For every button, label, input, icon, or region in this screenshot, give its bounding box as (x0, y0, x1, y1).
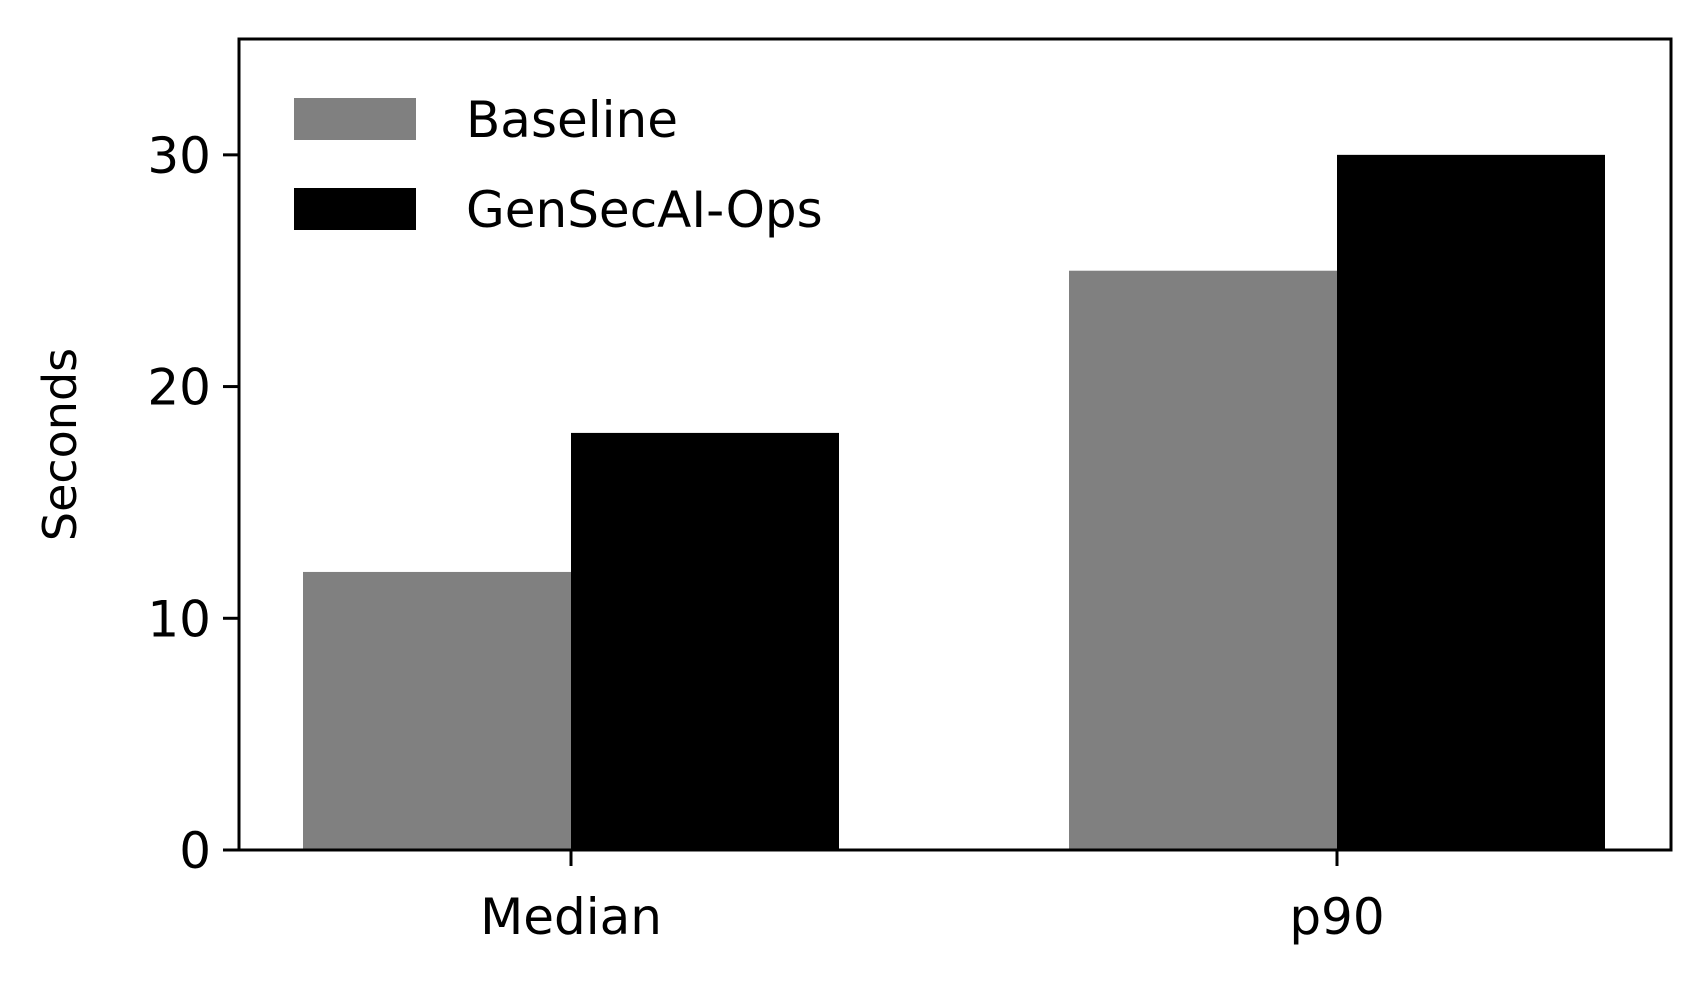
legend-swatch (294, 188, 416, 230)
legend: Baseline GenSecAI-Ops (294, 91, 823, 239)
plot-frame (237, 37, 1673, 852)
legend-label: Baseline (466, 91, 678, 149)
legend-label: GenSecAI-Ops (466, 181, 823, 239)
x-tick-label: Median (480, 888, 662, 946)
x-axis-ticks: Median p90 (480, 850, 1385, 946)
bar-gensecai-ops-median (571, 432, 839, 850)
bar-baseline-p90 (1069, 270, 1337, 850)
bars-group (303, 154, 1605, 850)
y-axis-ticks: 0 10 20 30 (147, 127, 239, 880)
y-tick-label: 0 (179, 822, 211, 880)
bar-baseline-median (303, 571, 571, 850)
y-tick-label: 30 (147, 127, 211, 185)
y-axis-label: Seconds (33, 348, 87, 541)
y-tick-label: 10 (147, 590, 211, 648)
bar-gensecai-ops-p90 (1337, 154, 1605, 850)
y-tick-label: 20 (147, 359, 211, 417)
x-tick-label: p90 (1289, 888, 1384, 946)
legend-swatch (294, 98, 416, 140)
